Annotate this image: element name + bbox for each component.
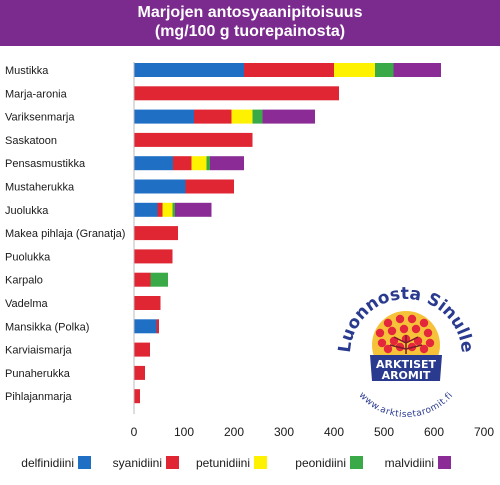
bar-segment-peonidiini — [252, 109, 263, 124]
category-label: Karpalo — [5, 275, 43, 287]
bar-segment-syanidiini — [134, 249, 173, 264]
legend-label-delfinidiini: delfinidiini — [21, 456, 74, 470]
bar-segment-syanidiini — [134, 226, 178, 241]
bar-segment-delfinidiini — [134, 156, 173, 171]
legend-swatch-petunidiini — [254, 456, 267, 469]
x-tick-label: 300 — [274, 425, 294, 439]
bar-segment-syanidiini — [134, 272, 151, 287]
logo-berry — [425, 338, 435, 348]
logo-berry — [377, 338, 387, 348]
category-label: Marja-aronia — [5, 88, 68, 100]
category-label: Variksenmarja — [5, 112, 75, 124]
logo-berry — [399, 324, 409, 334]
chart-subtitle: (mg/100 g tuorepainosta) — [154, 23, 346, 40]
bar-segment-peonidiini — [206, 156, 210, 171]
legend-label-malvidiini: malvidiini — [385, 456, 434, 470]
legend-label-syanidiini: syanidiini — [113, 456, 162, 470]
bar-segment-petunidiini — [231, 109, 253, 124]
bar-segment-petunidiini — [191, 156, 207, 171]
bar-segment-syanidiini — [157, 202, 163, 217]
category-label: Juolukka — [5, 205, 49, 217]
x-tick-label: 400 — [324, 425, 344, 439]
logo-berry — [419, 318, 429, 328]
bar-segment-syanidiini — [134, 365, 145, 380]
logo-band — [370, 355, 442, 381]
legend-swatch-delfinidiini — [78, 456, 91, 469]
bar-segment-petunidiini — [162, 202, 173, 217]
bar-segment-delfinidiini — [134, 179, 186, 194]
category-label: Pensasmustikka — [5, 158, 86, 170]
logo-line1: ARKTISET — [376, 358, 437, 371]
bar-segment-syanidiini — [134, 86, 339, 101]
legend-label-peonidiini: peonidiini — [295, 456, 346, 470]
bar-segment-syanidiini — [244, 63, 334, 77]
legend-swatch-peonidiini — [350, 456, 363, 469]
logo-berry-tree-icon — [375, 314, 435, 354]
bar-segment-peonidiini — [150, 272, 168, 287]
logo-berry — [375, 328, 385, 338]
chart-title: Marjojen antosyaanipitoisuus — [137, 4, 363, 21]
category-label: Pihlajanmarja — [5, 391, 73, 403]
arktiset-aromit-logo: Luonnosta Sinulle ARKTISET AROMIT www.ar… — [328, 267, 484, 423]
bar-segment-syanidiini — [185, 179, 234, 194]
x-tick-label: 600 — [424, 425, 444, 439]
x-tick-label: 0 — [131, 425, 138, 439]
logo-berry — [383, 344, 393, 354]
category-label: Vadelma — [5, 298, 48, 310]
legend-label-petunidiini: petunidiini — [196, 456, 250, 470]
bars — [134, 63, 441, 404]
bar-segment-peonidiini — [172, 202, 175, 217]
bar-segment-syanidiini — [194, 109, 232, 124]
logo-berry — [387, 326, 397, 336]
category-label: Karviaismarja — [5, 345, 73, 357]
logo-berry — [407, 314, 417, 324]
legend: delfinidiini syanidiini petunidiini peonidi… — [21, 456, 451, 470]
logo-berry — [413, 336, 423, 346]
category-label: Mustaherukka — [5, 182, 75, 194]
chart-header: Marjojen antosyaanipitoisuus (mg/100 g t… — [0, 0, 500, 46]
x-tick-label: 100 — [174, 425, 194, 439]
bar-segment-malvidiini — [393, 63, 441, 77]
bar-segment-malvidiini — [262, 109, 315, 124]
category-label: Mansikka (Polka) — [5, 321, 89, 333]
legend-swatch-malvidiini — [438, 456, 451, 469]
bar-segment-peonidiini — [375, 63, 394, 77]
category-label: Saskatoon — [5, 135, 57, 147]
bar-segment-delfinidiini — [134, 202, 158, 217]
legend-swatch-syanidiini — [166, 456, 179, 469]
x-tick-label: 200 — [224, 425, 244, 439]
x-tick-label: 700 — [474, 425, 494, 439]
bar-segment-delfinidiini — [134, 319, 157, 334]
logo-line2: AROMIT — [382, 369, 431, 382]
category-label: Mustikka — [5, 65, 49, 77]
bar-segment-petunidiini — [334, 63, 375, 77]
logo-berry — [411, 324, 421, 334]
bar-segment-syanidiini — [134, 296, 161, 310]
bar-segment-syanidiini — [134, 389, 140, 404]
bar-segment-delfinidiini — [134, 109, 194, 124]
logo-berry — [395, 314, 405, 324]
category-label: Makea pihlaja (Granatja) — [5, 228, 125, 240]
x-tick-label: 500 — [374, 425, 394, 439]
logo-branches — [389, 335, 423, 354]
category-label: Punaherukka — [5, 368, 71, 380]
category-labels: Mustikka Marja-aronia Variksenmarja Saskato… — [5, 65, 125, 403]
logo-berry — [423, 328, 433, 338]
category-label: Puolukka — [5, 251, 51, 263]
logo-berry — [383, 318, 393, 328]
bar-segment-malvidiini — [175, 202, 212, 217]
x-axis-tick-labels: 0 100 200 300 400 500 600 700 — [131, 425, 495, 439]
bar-segment-syanidiini — [156, 319, 159, 334]
logo-berry — [389, 336, 399, 346]
bar-segment-malvidiini — [210, 156, 244, 171]
bar-segment-syanidiini — [134, 132, 253, 147]
bar-segment-delfinidiini — [134, 63, 244, 77]
bar-segment-syanidiini — [134, 342, 150, 357]
bar-segment-syanidiini — [173, 156, 192, 171]
logo-berry — [419, 344, 429, 354]
